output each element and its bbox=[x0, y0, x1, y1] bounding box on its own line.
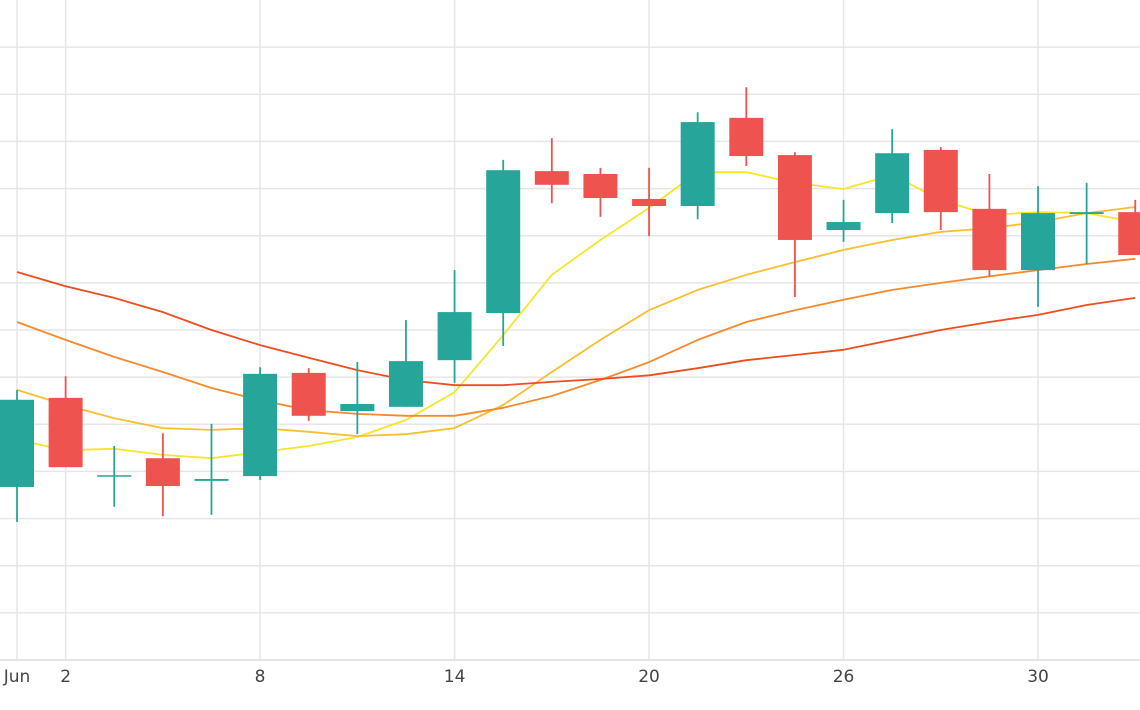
moving-average-line bbox=[16, 206, 1136, 437]
moving-average-line bbox=[16, 257, 1136, 417]
candle-body bbox=[826, 222, 861, 231]
candle-body bbox=[145, 458, 180, 487]
candle-body bbox=[632, 198, 667, 207]
moving-averages bbox=[16, 171, 1136, 460]
x-axis: Jun 2 8 14 20 26 30 bbox=[3, 667, 1049, 687]
candle-body bbox=[243, 373, 278, 477]
candle-body bbox=[486, 170, 521, 314]
candle-body bbox=[729, 117, 764, 157]
x-tick-label: 26 bbox=[833, 667, 855, 687]
candle-body bbox=[194, 478, 229, 481]
candle-body bbox=[388, 361, 423, 407]
candle-body bbox=[923, 149, 958, 213]
candle-body bbox=[972, 208, 1007, 271]
candle-body bbox=[1069, 212, 1104, 215]
candle-body bbox=[777, 155, 812, 240]
candle-body bbox=[583, 173, 618, 198]
moving-average-line bbox=[16, 271, 1136, 387]
x-tick-label: 30 bbox=[1027, 667, 1049, 687]
candles bbox=[0, 87, 1140, 522]
candle-body bbox=[48, 397, 83, 468]
candle-body bbox=[1021, 213, 1056, 271]
x-tick-label: Jun bbox=[3, 667, 31, 687]
candle-body bbox=[0, 399, 34, 487]
x-tick-label: 14 bbox=[444, 667, 466, 687]
moving-average-line bbox=[16, 171, 1136, 460]
candle-body bbox=[97, 475, 132, 477]
candle-body bbox=[340, 404, 375, 412]
candle-body bbox=[437, 312, 472, 361]
x-tick-label: 8 bbox=[255, 667, 266, 687]
candle-body bbox=[1118, 212, 1140, 256]
candle-body bbox=[875, 153, 910, 214]
candle-body bbox=[680, 122, 715, 207]
x-tick-label: 2 bbox=[60, 667, 71, 687]
grid bbox=[0, 0, 1140, 661]
candle-body bbox=[534, 171, 569, 185]
candle-body bbox=[291, 372, 326, 416]
x-tick-label: 20 bbox=[638, 667, 660, 687]
